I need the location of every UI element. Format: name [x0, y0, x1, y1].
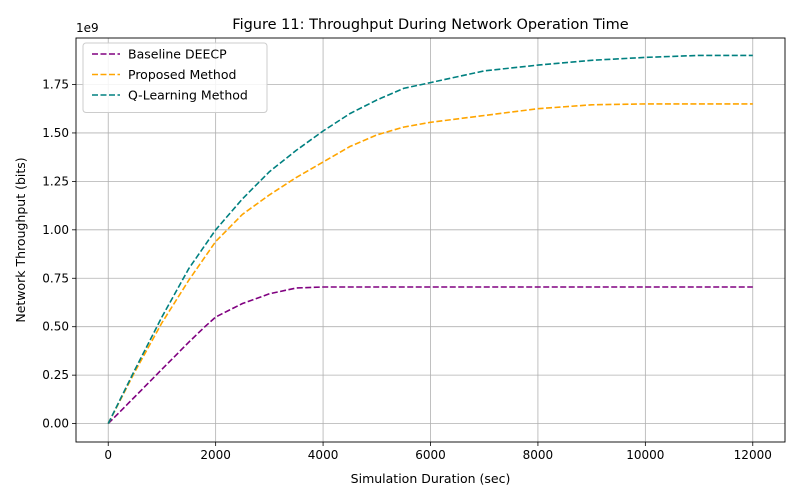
x-tick-label: 6000	[415, 448, 446, 462]
series-line-1	[107, 286, 753, 425]
x-tick-label: 12000	[734, 448, 772, 462]
x-tick-label: 2000	[200, 448, 231, 462]
grid	[76, 38, 785, 442]
x-axis-label: Simulation Duration (sec)	[351, 471, 511, 486]
y-tick-label: 1.75	[42, 78, 69, 92]
y-tick-label: 1.25	[42, 174, 69, 188]
y-tick-label: 0.25	[42, 368, 69, 382]
legend-box	[82, 42, 268, 113]
legend: Baseline DEECP Proposed Method Q-Learning …	[82, 42, 268, 113]
x-tick-label: 8000	[523, 448, 554, 462]
x-tick-label: 4000	[308, 448, 339, 462]
axis-ticks: 0 2000 4000 6000 8000 10000 12000 0.00 0.25 0.50 0…	[42, 78, 772, 462]
legend-label-2: Proposed Method	[128, 67, 236, 82]
series-line-3	[107, 54, 753, 424]
legend-label-1: Baseline DEECP	[128, 47, 227, 62]
x-tick-label: 10000	[626, 448, 664, 462]
y-tick-label: 0.00	[42, 417, 69, 431]
y-tick-label: 0.75	[42, 271, 69, 285]
y-axis-multiplier: 1e9	[76, 21, 99, 35]
x-tick-label: 0	[104, 448, 112, 462]
series-line-2	[107, 103, 753, 424]
series-lines	[107, 54, 753, 425]
y-tick-label: 1.00	[42, 223, 69, 237]
y-tick-label: 0.50	[42, 320, 69, 334]
y-axis-label: Network Throughput (bits)	[13, 157, 28, 322]
y-tick-label: 1.50	[42, 126, 69, 140]
legend-label-3: Q-Learning Method	[128, 88, 248, 103]
chart-title: Figure 11: Throughput During Network Ope…	[232, 17, 628, 33]
